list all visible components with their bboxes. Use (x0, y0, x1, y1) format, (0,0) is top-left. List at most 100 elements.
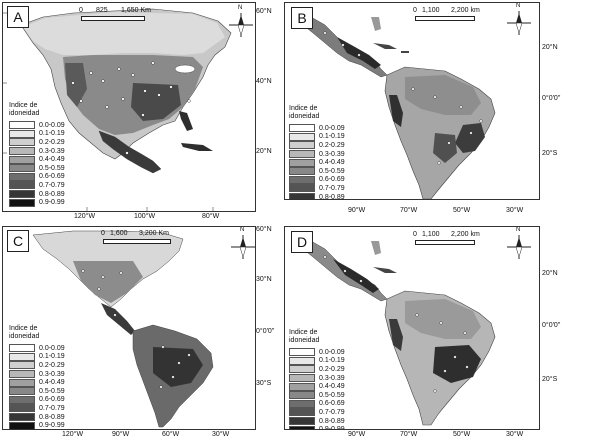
legend-swatch (289, 184, 315, 193)
legend-swatch (9, 138, 35, 147)
lon-label: 90°W (112, 431, 130, 438)
lat-label: 20°S (542, 376, 558, 383)
legend-swatch (9, 344, 35, 353)
occurrence-points (323, 255, 469, 393)
south-america-dark (153, 347, 203, 387)
legend-swatch (289, 132, 315, 141)
legend-item: 0.1-0.19 (9, 129, 65, 139)
legend-title: Indice de idoneidad (289, 329, 320, 344)
legend-label: 0.1-0.19 (39, 130, 65, 138)
latin-america-map (294, 240, 496, 426)
legend-label: 0.4-0.49 (39, 156, 65, 164)
lon-label: 50°W (453, 207, 471, 214)
north-america-map (3, 8, 232, 211)
central-brazil-dark (433, 345, 481, 383)
legend-item: 0.7-0.79 (289, 184, 345, 193)
great-lakes (174, 64, 196, 74)
legend-swatch (9, 387, 35, 396)
legend-label: 0.0-0.09 (39, 344, 65, 352)
legend-label: 0.0-0.09 (39, 121, 65, 129)
occurrence-points (71, 61, 191, 155)
legend-swatch (9, 413, 35, 422)
legend-label: 0.1-0.19 (319, 133, 345, 141)
legend-item: 0.3-0.39 (289, 150, 345, 159)
legend-label: 0.6-0.69 (319, 176, 345, 184)
legend-swatch (289, 391, 315, 400)
legend-item: 0.9-0.99 (289, 425, 345, 429)
lon-label: 100°W (134, 213, 156, 220)
legend-label: 0.2-0.29 (39, 138, 65, 146)
lat-label: 20°S (542, 150, 558, 157)
legend-item: 0.4-0.49 (9, 155, 65, 164)
legend-item: 0.0-0.09 (9, 344, 65, 353)
legend-label: 0.3-0.39 (39, 370, 65, 378)
legend-label: 0.6-0.69 (319, 400, 345, 408)
legend-swatch (9, 378, 35, 387)
legend-swatch (9, 404, 35, 413)
legend-label: 0.2-0.29 (319, 365, 345, 373)
region-southeast-dark (131, 83, 181, 121)
panel-label: B (291, 7, 313, 29)
region-us-mid (73, 261, 143, 303)
lat-label: 0°0'0" (542, 95, 561, 102)
legend-title: Indice de idoneidad (289, 105, 320, 120)
lat-label: 30°N (256, 276, 272, 283)
legend-label: 0.0-0.09 (319, 348, 345, 356)
legend-label: 0.8-0.89 (319, 193, 345, 200)
legend-item: 0.0-0.09 (289, 124, 345, 133)
cuba (181, 143, 213, 151)
legend-item: 0.5-0.59 (9, 164, 65, 173)
legend-label: 0.2-0.29 (319, 141, 345, 149)
legend-label: 0.4-0.49 (319, 159, 345, 167)
legend-item: 0.4-0.49 (9, 378, 65, 387)
legend-title: Indice de idoneidad (9, 325, 40, 340)
legend-label: 0.7-0.79 (319, 408, 345, 416)
legend-swatch (9, 155, 35, 164)
lon-label: 80°W (202, 213, 220, 220)
legend-swatch (289, 158, 315, 167)
legend-swatch (9, 129, 35, 138)
legend-label: 0.0-0.09 (319, 124, 345, 132)
legend-swatch (289, 399, 315, 408)
legend-label: 0.7-0.79 (319, 184, 345, 192)
legend-item: 0.5-0.59 (289, 391, 345, 400)
legend-title: Indice de idoneidad (9, 102, 40, 117)
legend-item: 0.8-0.89 (289, 193, 345, 200)
lat-label: 0°0'0" (256, 328, 275, 335)
legend-item: 0.8-0.89 (9, 413, 65, 422)
lat-label: 30°S (256, 380, 272, 387)
legend-label: 0.1-0.19 (319, 357, 345, 365)
legend-item: 0.2-0.29 (289, 365, 345, 374)
legend-item: 0.8-0.89 (289, 417, 345, 426)
legend-swatch (289, 348, 315, 357)
lat-label: 20°N (256, 148, 272, 155)
panel-label: A (7, 6, 29, 28)
lon-label: 30°W (506, 431, 524, 438)
north-arrow-icon: N (505, 227, 533, 261)
legend-swatch (289, 425, 315, 429)
legend-item: 0.4-0.49 (289, 158, 345, 167)
legend-item: 0.6-0.69 (9, 172, 65, 182)
amazon-region (405, 75, 481, 115)
legend-item: 0.1-0.19 (289, 132, 345, 142)
andes-dark (389, 95, 403, 127)
map-panel-b: B 0 1,100 2,200 km N Indice de idoneidad … (284, 2, 540, 200)
legend-label: 0.5-0.59 (319, 391, 345, 399)
legend-label: 0.4-0.49 (319, 383, 345, 391)
legend-item: 0.1-0.19 (9, 352, 65, 362)
suitability-legend: Indice de idoneidad 0.0-0.09 0.1-0.19 0.2-0… (289, 329, 345, 429)
legend-swatch (289, 417, 315, 426)
legend-label: 0.2-0.29 (39, 361, 65, 369)
atlantic-forest-dark (455, 123, 485, 153)
legend-swatch (9, 121, 35, 130)
legend-label: 0.4-0.49 (39, 379, 65, 387)
legend-label: 0.8-0.89 (39, 413, 65, 421)
panel-label: C (7, 230, 29, 252)
legend-label: 0.7-0.79 (39, 404, 65, 412)
caribbean-islands (373, 267, 397, 273)
latin-america-map (294, 16, 496, 199)
scale-bar: 0 1,100 2,200 km (413, 7, 493, 23)
legend-swatch (9, 361, 35, 370)
lon-label: 50°W (453, 431, 471, 438)
legend-swatch (289, 408, 315, 417)
